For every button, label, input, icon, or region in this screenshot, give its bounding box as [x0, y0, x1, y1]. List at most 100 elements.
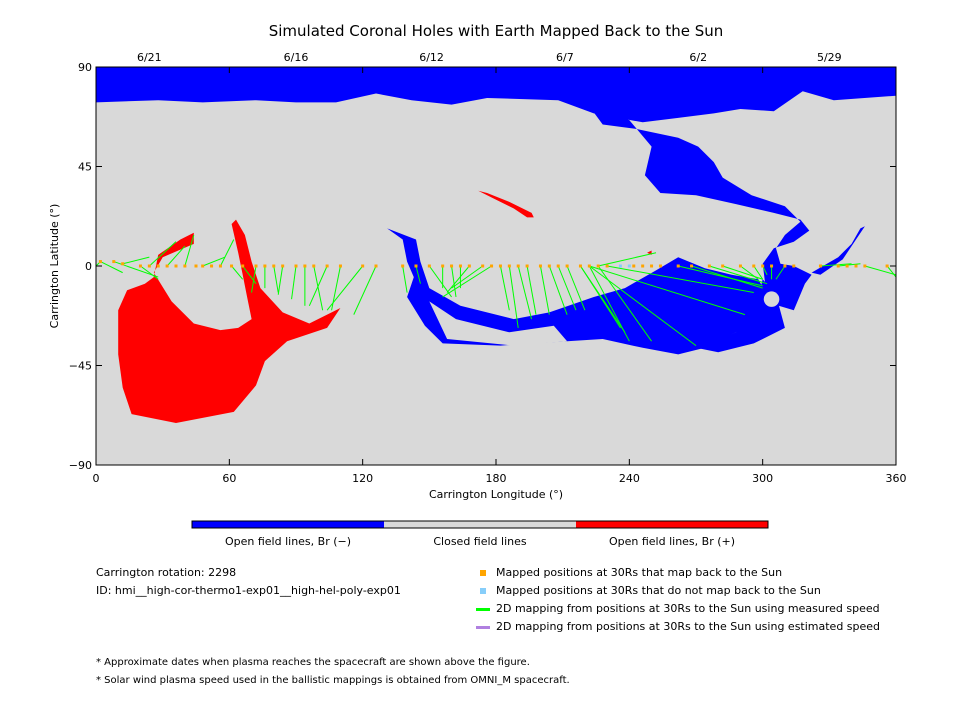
mapping-line — [864, 265, 896, 276]
mapping-line — [589, 265, 746, 316]
mapped-point — [414, 264, 418, 268]
colorbar-segment — [576, 521, 768, 528]
mapped-point — [263, 264, 267, 268]
not-mapped-swatch — [480, 588, 486, 594]
mapping-line — [451, 265, 457, 298]
plot-area — [96, 67, 896, 465]
y-tick-label: 90 — [78, 61, 92, 74]
mapped-point — [498, 264, 502, 268]
mapping-line — [446, 265, 470, 293]
top-date-label: 6/7 — [556, 51, 574, 64]
mapping-line — [526, 265, 537, 315]
mapping-line — [499, 265, 510, 311]
mapped-swatch — [480, 570, 486, 576]
mapped-point — [441, 264, 445, 268]
mapping-line — [691, 265, 763, 289]
colorbar-label: Closed field lines — [433, 535, 527, 548]
mapping-line — [402, 265, 408, 293]
mapped-point — [707, 264, 711, 268]
mapping-line — [415, 265, 421, 284]
mapped-point — [587, 264, 591, 268]
mapped-point — [254, 264, 258, 268]
mapped-point — [458, 264, 462, 268]
mapped-point — [641, 264, 645, 268]
closed-south-inner-loop — [429, 301, 568, 346]
not-mapped-point — [627, 264, 631, 268]
mapped-point — [218, 264, 222, 268]
y-tick-label: −90 — [69, 459, 92, 472]
mapping-line — [566, 265, 586, 311]
mapping-line — [539, 265, 550, 315]
mapping-line — [589, 265, 697, 347]
mapped-point — [450, 264, 454, 268]
mapped-point — [210, 264, 214, 268]
top-date-label: 5/29 — [817, 51, 842, 64]
mapped-point — [490, 264, 494, 268]
colorbar-label: Open field lines, Br (−) — [225, 535, 351, 548]
mapped-point — [481, 264, 485, 268]
mapping-line — [326, 265, 364, 311]
mapped-point — [138, 264, 142, 268]
mapped-point — [632, 264, 636, 268]
negative-hole-eastern-streak — [811, 226, 865, 275]
mapping-line — [291, 265, 297, 300]
x-tick-label: 180 — [486, 472, 507, 485]
mapped-point — [863, 264, 867, 268]
mapped-point — [467, 264, 471, 268]
mapped-point — [507, 264, 511, 268]
mapped-point — [516, 264, 520, 268]
mapping-line — [166, 245, 186, 267]
mapping-line — [442, 265, 492, 298]
mapping-line — [607, 265, 754, 294]
mapped-point — [792, 264, 796, 268]
mapping-line — [517, 265, 533, 320]
x-tick-label: 0 — [93, 472, 100, 485]
mapped-point — [538, 264, 542, 268]
mapping-line — [277, 265, 284, 295]
mapping-line — [451, 265, 483, 289]
mapping-line — [231, 265, 244, 280]
mapped-point — [201, 264, 205, 268]
mapping-line — [557, 265, 577, 311]
mapped-point — [676, 264, 680, 268]
mapped-points — [98, 260, 889, 268]
y-tick-label: 0 — [85, 260, 92, 273]
mapped-point — [183, 264, 187, 268]
measured-swatch — [476, 608, 490, 611]
mapping-line — [219, 239, 235, 267]
coronal-hole-regions — [96, 67, 896, 423]
mapped-point — [230, 264, 234, 268]
mapped-point — [338, 264, 342, 268]
closed-round-hole — [763, 291, 780, 307]
rotation-info: Carrington rotation: 2298 — [96, 566, 237, 579]
colorbar: Open field lines, Br (−) Closed field lin… — [191, 520, 769, 548]
x-tick-label: 300 — [752, 472, 773, 485]
mapping-line — [140, 265, 159, 280]
mapped-point — [312, 264, 316, 268]
colorbar-label: Open field lines, Br (+) — [609, 535, 735, 548]
mapped-point — [605, 264, 609, 268]
mapping-line — [148, 241, 177, 267]
mapped-point — [525, 264, 529, 268]
positive-hole-southern-positive-hole — [118, 219, 341, 423]
x-tick-label: 60 — [222, 472, 236, 485]
mapped-point — [112, 260, 116, 264]
mapped-point — [770, 264, 774, 268]
axes: 0 60 120 180 240 300 360 90 45 0 −45 −90 6/21 6/16 6/1… — [48, 51, 907, 501]
mapping-line — [820, 263, 852, 267]
y-tick-label: 45 — [78, 161, 92, 174]
mapping-line — [886, 265, 896, 278]
mapped-point — [374, 264, 378, 268]
y-tick-label: −45 — [69, 360, 92, 373]
legend-estimated-label: 2D mapping from positions at 30Rs to the… — [496, 620, 881, 633]
mapped-point — [556, 264, 560, 268]
mapped-point — [121, 262, 125, 266]
mapping-line — [184, 234, 195, 267]
mapped-point — [565, 264, 569, 268]
mapped-point — [818, 264, 822, 268]
mapped-point — [272, 264, 276, 268]
mapping-line — [353, 265, 377, 315]
mapping-line — [775, 265, 786, 280]
mapped-point — [294, 264, 298, 268]
